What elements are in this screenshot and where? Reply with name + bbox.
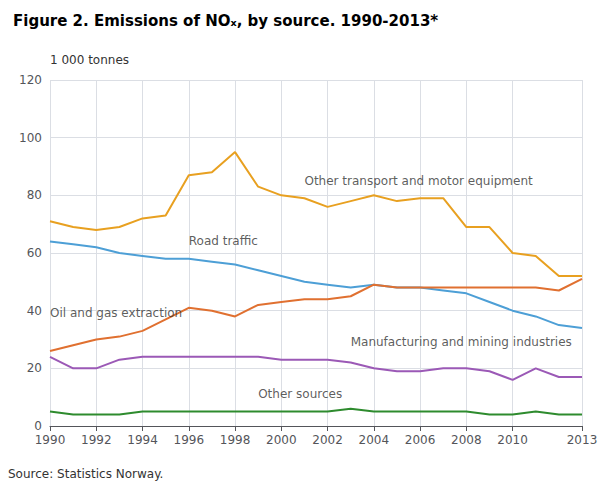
svg-text:1996: 1996 — [174, 433, 205, 447]
svg-text:1990: 1990 — [35, 433, 66, 447]
svg-text:2004: 2004 — [359, 433, 390, 447]
svg-text:0: 0 — [34, 419, 42, 433]
svg-text:Road traffic: Road traffic — [189, 234, 258, 248]
svg-text:2010: 2010 — [497, 433, 528, 447]
svg-text:1998: 1998 — [220, 433, 251, 447]
svg-text:2000: 2000 — [266, 433, 297, 447]
svg-text:2008: 2008 — [451, 433, 482, 447]
svg-text:80: 80 — [27, 188, 42, 202]
svg-text:20: 20 — [27, 361, 42, 375]
svg-text:1 000 tonnes: 1 000 tonnes — [50, 53, 129, 67]
svg-text:1992: 1992 — [81, 433, 112, 447]
svg-text:Oil and gas extraction: Oil and gas extraction — [50, 306, 182, 320]
svg-text:100: 100 — [19, 131, 42, 145]
svg-text:Other sources: Other sources — [258, 387, 342, 401]
svg-text:Other transport and motor equi: Other transport and motor equipment — [304, 174, 533, 188]
svg-text:40: 40 — [27, 304, 42, 318]
svg-text:60: 60 — [27, 246, 42, 260]
svg-text:Source: Statistics Norway.: Source: Statistics Norway. — [8, 467, 163, 481]
svg-text:Figure 2. Emissions of NOₓ, by: Figure 2. Emissions of NOₓ, by source. 1… — [13, 12, 438, 30]
svg-text:1994: 1994 — [127, 433, 158, 447]
svg-text:120: 120 — [19, 73, 42, 87]
svg-text:2006: 2006 — [405, 433, 436, 447]
svg-text:Manufacturing and mining indus: Manufacturing and mining industries — [351, 335, 572, 349]
svg-text:2013: 2013 — [567, 433, 598, 447]
svg-text:2002: 2002 — [312, 433, 343, 447]
